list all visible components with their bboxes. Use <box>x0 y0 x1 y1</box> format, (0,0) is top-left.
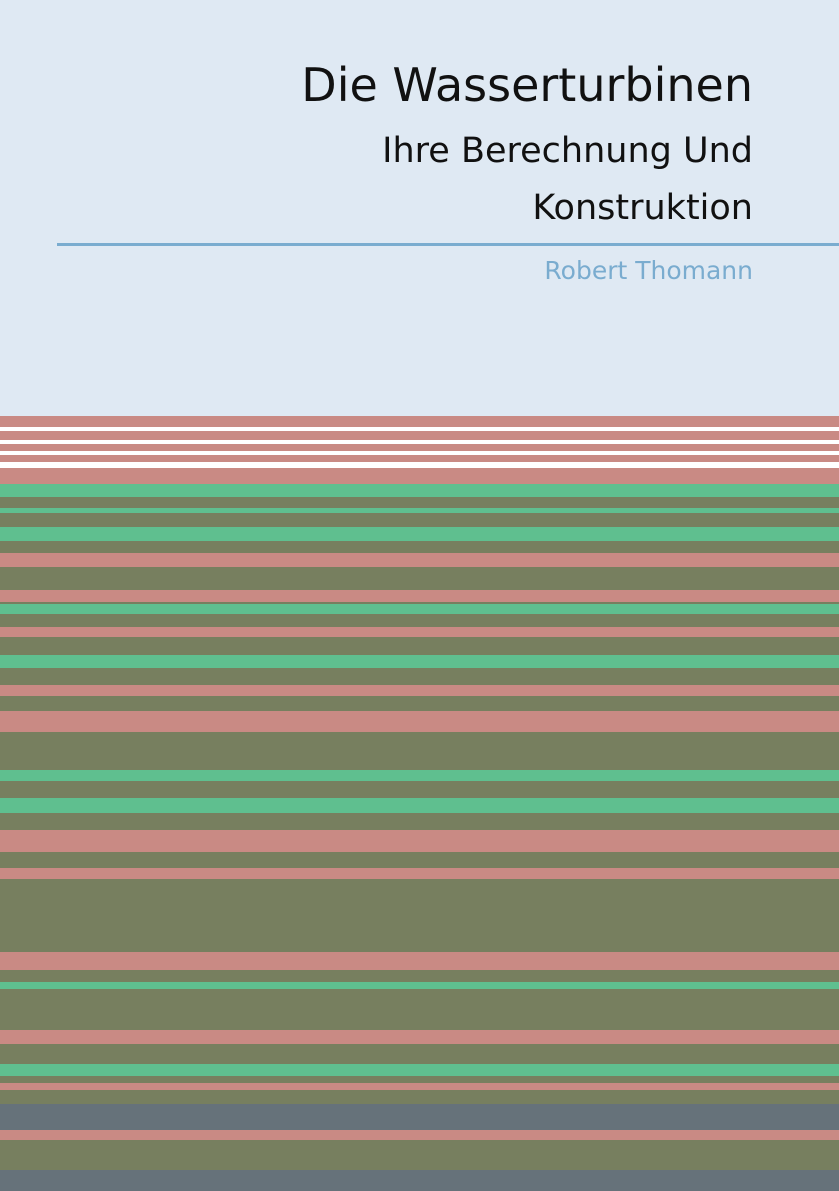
book-subtitle: Konstruktion <box>532 188 753 228</box>
stripe <box>0 590 839 602</box>
stripe <box>0 1083 839 1090</box>
stripe <box>0 798 839 813</box>
stripe <box>0 1064 839 1076</box>
stripe <box>0 427 839 431</box>
stripe <box>0 627 839 637</box>
stripe <box>0 1170 839 1191</box>
stripe <box>0 527 839 541</box>
stripe <box>0 455 839 462</box>
stripe <box>0 1104 839 1130</box>
stripe <box>0 431 839 440</box>
stripe <box>0 553 839 567</box>
stripe <box>0 770 839 781</box>
stripe <box>0 468 839 484</box>
stripe <box>0 462 839 468</box>
stripe <box>0 484 839 497</box>
stripe <box>0 685 839 696</box>
stripe <box>0 711 839 732</box>
stripe <box>0 444 839 451</box>
book-title: Die Wasserturbinen <box>301 58 753 112</box>
book-author: Robert Thomann <box>544 256 753 285</box>
divider <box>57 243 839 246</box>
stripe <box>0 416 839 427</box>
stripe <box>0 868 839 879</box>
book-subtitle: Ihre Berechnung Und <box>382 131 753 171</box>
stripe-group <box>0 416 839 1191</box>
stripe <box>0 655 839 668</box>
stripe <box>0 982 839 989</box>
stripe <box>0 451 839 455</box>
stripe <box>0 1130 839 1140</box>
stripe <box>0 830 839 852</box>
stripe <box>0 508 839 513</box>
stripe <box>0 440 839 444</box>
stripe <box>0 1030 839 1044</box>
stripe <box>0 604 839 614</box>
stripe <box>0 952 839 970</box>
